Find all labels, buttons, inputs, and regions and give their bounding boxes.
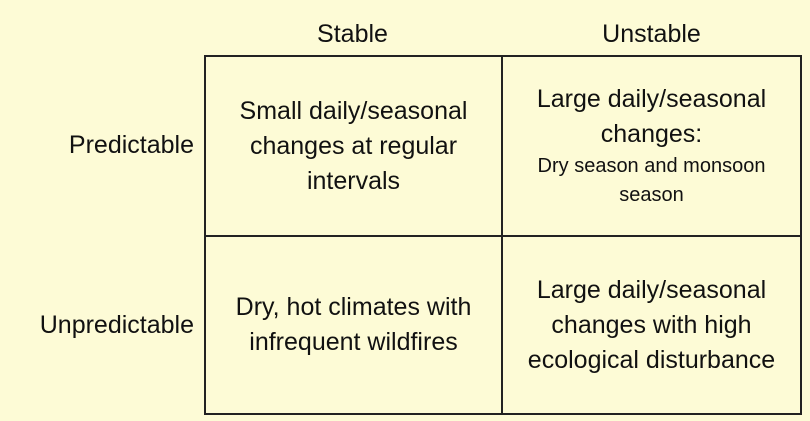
cell-unpredictable-unstable-text: Large daily/seasonal changes with high e… [527, 275, 776, 374]
column-header-unstable: Unstable [602, 19, 701, 48]
cell-unpredictable-stable-text: Dry, hot climates with infrequent wildfi… [235, 293, 472, 356]
column-header-stable: Stable [317, 19, 388, 48]
cell-unpredictable-stable: Dry, hot climates with infrequent wildfi… [206, 237, 503, 413]
cell-predictable-unstable-text: Large daily/seasonal changes: [536, 85, 767, 148]
cell-predictable-unstable: Large daily/seasonal changes: Dry season… [503, 57, 800, 237]
cell-predictable-stable-text: Small daily/seasonal changes at regular … [239, 96, 468, 195]
row-header-unpredictable: Unpredictable [39, 310, 194, 339]
row-header-predictable: Predictable [68, 130, 194, 159]
cell-unpredictable-unstable: Large daily/seasonal changes with high e… [503, 237, 800, 413]
habitat-matrix: Small daily/seasonal changes at regular … [204, 55, 802, 415]
cell-predictable-unstable-subtext: Dry season and monsoon season [537, 155, 766, 206]
cell-predictable-stable: Small daily/seasonal changes at regular … [206, 57, 503, 237]
